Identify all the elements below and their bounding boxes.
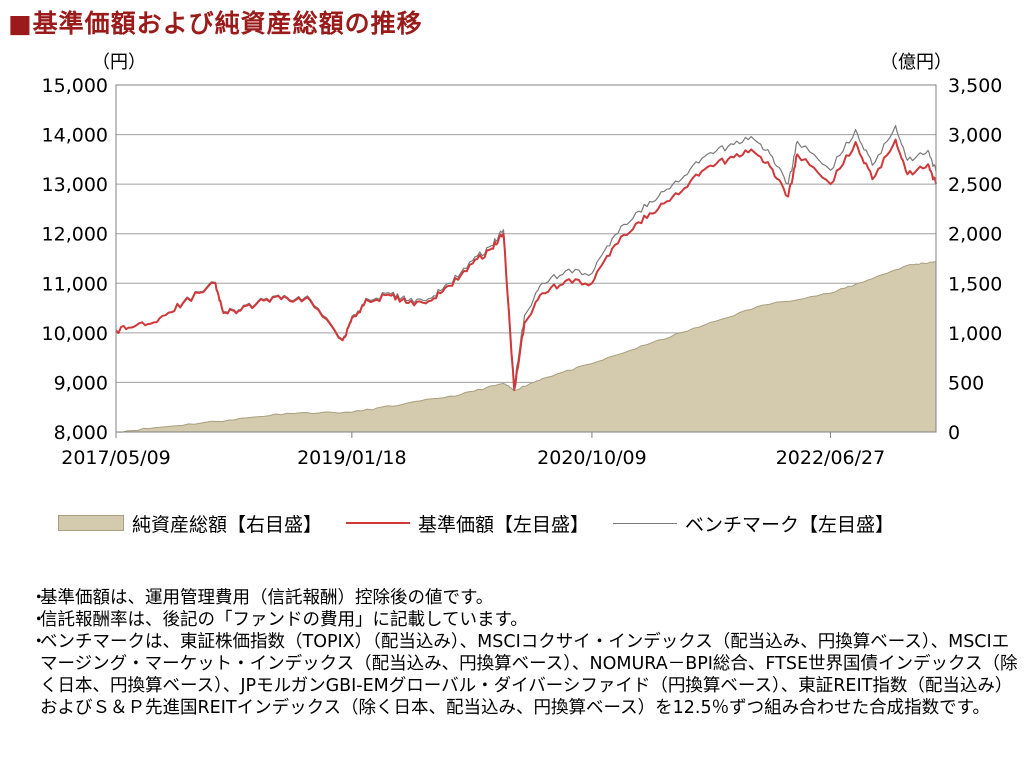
legend: 純資産総額【右目盛】 基準価額【左目盛】 ベンチマーク【左目盛】 — [58, 510, 998, 536]
bullet: ・ — [30, 610, 48, 630]
legend-item-base-price: 基準価額【左目盛】 — [346, 510, 589, 537]
right-axis-unit: （億円） — [880, 52, 952, 73]
y-right-tick-label: 3,500 — [948, 75, 1002, 97]
bullet: ・ — [30, 632, 48, 652]
y-left-tick-label: 10,000 — [42, 323, 108, 345]
footnote: ・ 基準価額は、運用管理費用（信託報酬）控除後の値です。 — [30, 587, 1020, 609]
footnote: ・ 信託報酬率は、後記の「ファンドの費用」に記載しています。 — [30, 609, 1020, 631]
y-right-tick-label: 3,000 — [948, 125, 1002, 147]
chart: 8,000 0 9,000 500 10,000 1,000 11,000 1,500 12,0… — [42, 75, 1003, 469]
benchmark-swatch — [613, 522, 678, 524]
footnotes: ・ 基準価額は、運用管理費用（信託報酬）控除後の値です。 ・ 信託報酬率は、後記… — [30, 587, 1020, 719]
nav-total-swatch — [58, 515, 124, 531]
footnote-text: ベンチマークは、東証株価指数（TOPIX）（配当込み）、MSCIコクサイ・インデ… — [40, 632, 1018, 718]
y-left-tick-label: 11,000 — [42, 273, 108, 295]
chart-title: ■基準価額および純資産総額の推移 — [8, 9, 423, 38]
grid-layer — [116, 134, 936, 383]
y-right-tick-label: 500 — [948, 372, 984, 394]
y-left-tick-label: 13,000 — [42, 174, 108, 196]
legend-label-nav-total: 純資産総額【右目盛】 — [132, 513, 323, 536]
y-left-tick-label: 14,000 — [42, 125, 108, 147]
footnote-text: 信託報酬率は、後記の「ファンドの費用」に記載しています。 — [40, 610, 528, 630]
y-right-tick-label: 1,500 — [948, 273, 1002, 295]
line-layer — [115, 125, 937, 391]
legend-item-benchmark: ベンチマーク【左目盛】 — [613, 510, 894, 537]
y-left-tick-label: 8,000 — [54, 422, 108, 444]
plot-frame — [115, 84, 937, 433]
bullet: ・ — [30, 588, 48, 608]
legend-item-nav-total: 純資産総額【右目盛】 — [58, 510, 322, 537]
footnote-text: 基準価額は、運用管理費用（信託報酬）控除後の値です。 — [40, 588, 494, 608]
y-left-tick-label: 15,000 — [42, 75, 108, 97]
series-nav-total-area — [115, 260, 937, 433]
x-tick-label: 2020/10/09 — [537, 447, 647, 469]
label-layer: 8,000 0 9,000 500 10,000 1,000 11,000 1,500 12,0… — [42, 75, 1003, 469]
y-left-tick-label: 9,000 — [54, 372, 108, 394]
x-tick-label: 2019/01/18 — [297, 447, 407, 469]
legend-label-base-price: 基準価額【左目盛】 — [418, 513, 590, 536]
series-base-price-line — [115, 138, 937, 391]
y-right-tick-label: 2,000 — [948, 224, 1002, 246]
y-left-tick-label: 12,000 — [42, 224, 108, 246]
left-axis-unit: （円） — [92, 52, 146, 73]
area-layer — [115, 260, 937, 433]
axis-layer — [115, 84, 937, 438]
y-right-tick-label: 1,000 — [948, 323, 1002, 345]
y-right-tick-label: 0 — [948, 422, 960, 444]
x-tick-label: 2022/06/27 — [776, 447, 886, 469]
legend-label-benchmark: ベンチマーク【左目盛】 — [685, 513, 895, 536]
x-tick-label: 2017/05/09 — [61, 447, 171, 469]
base-price-swatch — [346, 522, 411, 524]
y-right-tick-label: 2,500 — [948, 174, 1002, 196]
footnote: ・ ベンチマークは、東証株価指数（TOPIX）（配当込み）、MSCIコクサイ・イ… — [30, 631, 1020, 719]
